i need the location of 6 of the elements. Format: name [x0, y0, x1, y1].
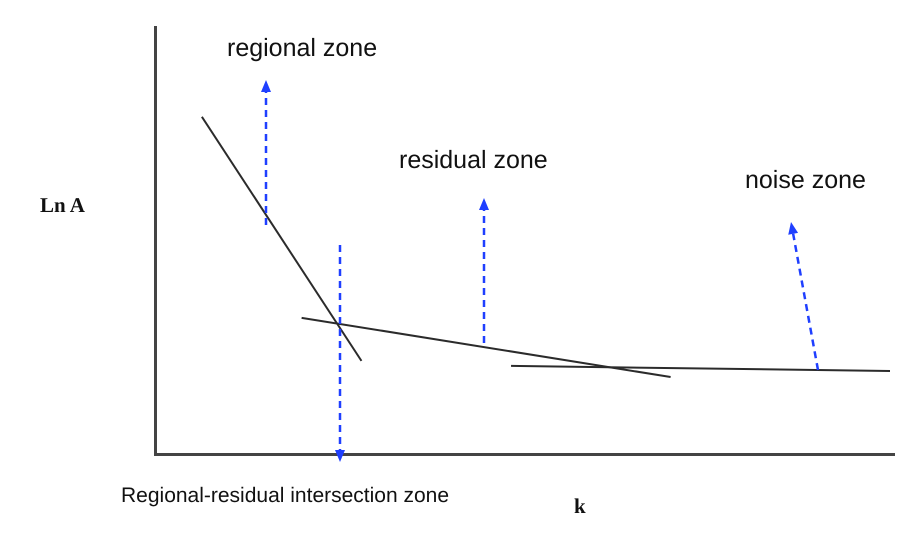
text: Regional-residual intersection zone	[121, 484, 450, 507]
y-axis-title: Ln A	[40, 193, 86, 217]
x-axis-title: k	[574, 494, 586, 518]
annotation: residual zone	[399, 146, 548, 174]
annotation: noise zone	[745, 166, 866, 194]
text: regional zone	[227, 34, 378, 62]
